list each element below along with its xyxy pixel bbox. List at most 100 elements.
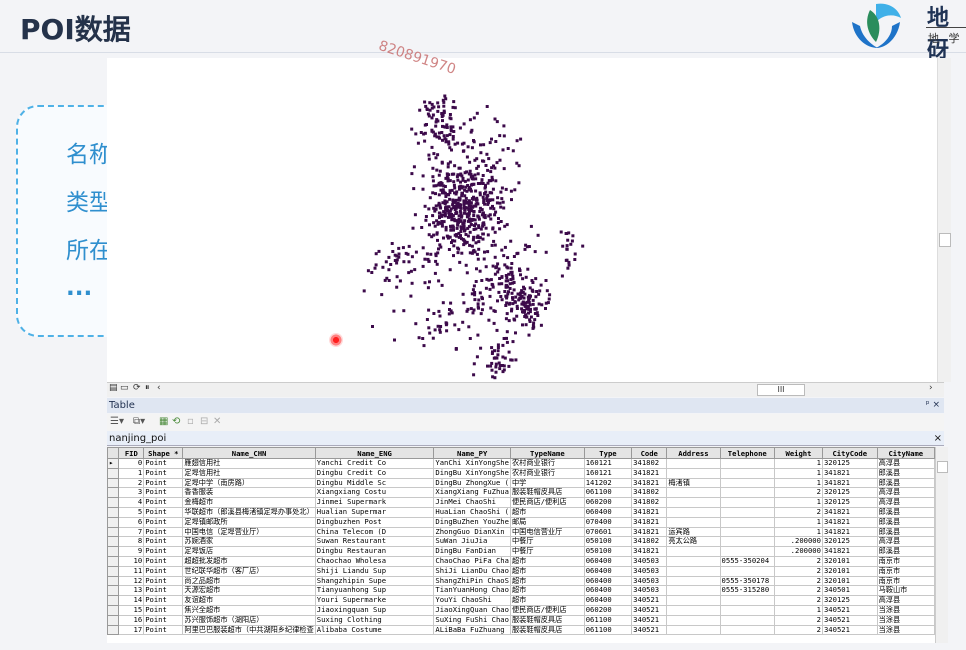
table-cell[interactable]: 超市 xyxy=(509,506,585,518)
table-cell[interactable]: Shangzhipin Supe xyxy=(314,575,435,587)
table-cell[interactable]: Point xyxy=(143,595,184,606)
table-cell[interactable]: 阿里巴巴服装超市（中共湖阳乡纪律检查 xyxy=(182,624,316,636)
table-cell[interactable]: 320101 xyxy=(821,555,878,567)
table-cell[interactable] xyxy=(719,477,776,489)
table-cell[interactable]: 4 xyxy=(118,497,145,508)
table-cell[interactable]: 050100 xyxy=(583,546,633,557)
table-cell[interactable]: 061100 xyxy=(583,487,633,499)
table-row[interactable]: 13 Point 天源宏超市 Tianyuanhong Sup TianYuanHong… xyxy=(107,585,935,597)
column-header[interactable]: Name_ENG xyxy=(314,447,435,459)
table-cell[interactable] xyxy=(666,604,721,616)
table-cell[interactable]: DingBuZhen YouZhe xyxy=(433,516,511,528)
table-cell[interactable] xyxy=(666,585,721,597)
table-cell[interactable]: 2 xyxy=(774,595,823,606)
table-cell[interactable]: 340503 xyxy=(631,575,668,587)
table-cell[interactable]: Point xyxy=(143,467,184,479)
table-cell[interactable] xyxy=(719,506,776,518)
table-cell[interactable]: Point xyxy=(143,555,184,567)
table-cell[interactable]: 341821 xyxy=(821,506,878,518)
table-cell[interactable]: 060400 xyxy=(583,575,633,587)
column-header[interactable]: Telephone xyxy=(719,447,776,459)
table-cell[interactable]: 中国电信（定埠营业厅） xyxy=(182,526,316,538)
table-row[interactable]: 10 Point 超超批发超市 Chaochao Wholesa ChaoChao Pi… xyxy=(107,555,935,567)
table-cell[interactable]: Alibaba Costume xyxy=(314,624,435,636)
table-cell[interactable]: HuaLian ChaoShi ( xyxy=(433,506,511,518)
table-cell[interactable]: 2 xyxy=(774,585,823,597)
table-cell[interactable]: 341821 xyxy=(631,516,668,528)
table-cell[interactable]: 6 xyxy=(118,516,145,528)
table-cell[interactable]: Point xyxy=(143,516,184,528)
table-cell[interactable]: 服装鞋帽皮具店 xyxy=(509,614,585,626)
table-cell[interactable]: 0 xyxy=(118,458,145,469)
table-cell[interactable]: DingBu ZhongXue ( xyxy=(433,477,511,489)
table-cell[interactable]: 1 xyxy=(774,458,823,469)
table-cell[interactable]: Dingbu Middle Sc xyxy=(314,477,435,489)
table-cell[interactable]: 340521 xyxy=(631,604,668,616)
table-row[interactable]: 2 Point 定埠中学（南房路） Dingbu Middle Sc DingBu Zh… xyxy=(107,477,935,489)
table-cell[interactable]: SuWan JiuJia xyxy=(433,536,511,548)
table-cell[interactable]: XiangXiang FuZhua xyxy=(433,487,511,499)
table-cell[interactable]: 14 xyxy=(118,595,145,606)
table-cell[interactable]: Point xyxy=(143,526,184,538)
row-selector[interactable] xyxy=(107,536,120,548)
table-cell[interactable]: Youri Supermarke xyxy=(314,595,435,606)
table-cell[interactable]: Shiji Liandu Sup xyxy=(314,565,435,577)
table-cell[interactable]: Point xyxy=(143,536,184,548)
table-cell[interactable]: 世纪联华超市（客厂店） xyxy=(182,565,316,577)
table-cell[interactable]: 超市 xyxy=(509,585,585,597)
table-cell[interactable]: 超市 xyxy=(509,595,585,606)
zoom-to-selected-icon[interactable]: ⊟ xyxy=(200,416,209,427)
table-cell[interactable]: TianYuanHong Chao xyxy=(433,585,511,597)
table-cell[interactable]: 340521 xyxy=(631,595,668,606)
table-cell[interactable] xyxy=(666,546,721,557)
table-cell[interactable]: 南京市 xyxy=(876,565,935,577)
table-cell[interactable]: 0555-350178 xyxy=(719,575,776,587)
row-selector[interactable] xyxy=(107,516,120,528)
table-cell[interactable]: 341821 xyxy=(631,477,668,489)
table-cell[interactable]: 12 xyxy=(118,575,145,587)
table-cell[interactable]: JiaoXingQuan Chao xyxy=(433,604,511,616)
table-cell[interactable]: 农村商业银行 xyxy=(509,467,585,479)
table-cell[interactable]: 11 xyxy=(118,565,145,577)
table-cell[interactable]: Xiangxiang Costu xyxy=(314,487,435,499)
table-cell[interactable]: 便民商店/便利店 xyxy=(509,497,585,508)
table-cell[interactable]: 1 xyxy=(774,497,823,508)
table-cell[interactable] xyxy=(666,497,721,508)
table-row[interactable]: 6 Point 定埠镇邮政所 Dingbuzhen Post DingBuZhen Yo… xyxy=(107,516,935,528)
table-cell[interactable] xyxy=(666,575,721,587)
table-cell[interactable]: 341821 xyxy=(821,546,878,557)
table-cell[interactable]: Dingbu Restauran xyxy=(314,546,435,557)
table-row[interactable]: 4 Point 金梅超市 Jinmei Supermark JinMei ChaoShi… xyxy=(107,497,935,508)
table-cell[interactable]: 340521 xyxy=(631,624,668,636)
column-header[interactable]: FID xyxy=(118,447,145,459)
row-selector[interactable] xyxy=(107,467,120,479)
table-cell[interactable]: 高淳县 xyxy=(876,536,935,548)
row-selector[interactable] xyxy=(107,546,120,557)
table-cell[interactable] xyxy=(719,624,776,636)
refresh-icon[interactable]: ⟳ xyxy=(133,383,141,393)
table-cell[interactable]: 17 xyxy=(118,624,145,636)
table-cell[interactable]: Jiaoxingquan Sup xyxy=(314,604,435,616)
table-cell[interactable]: 南京市 xyxy=(876,555,935,567)
table-cell[interactable]: 亮太公路 xyxy=(666,536,721,548)
table-cell[interactable]: .200000 xyxy=(774,546,823,557)
tab-close-icon[interactable]: × xyxy=(933,433,942,444)
table-cell[interactable] xyxy=(666,458,721,469)
row-selector[interactable] xyxy=(107,565,120,577)
table-scroll-thumb[interactable] xyxy=(937,461,948,473)
table-cell[interactable]: 中国电信营业厅 xyxy=(509,526,585,538)
table-cell[interactable]: 060200 xyxy=(583,497,633,508)
table-cell[interactable] xyxy=(666,624,721,636)
table-cell[interactable]: 0555-315280 xyxy=(719,585,776,597)
column-header[interactable]: Address xyxy=(666,447,721,459)
table-cell[interactable]: Point xyxy=(143,604,184,616)
table-cell[interactable]: 2 xyxy=(774,487,823,499)
table-cell[interactable]: Yanchi Credit Co xyxy=(314,458,435,469)
table-cell[interactable]: Point xyxy=(143,614,184,626)
table-cell[interactable]: 340503 xyxy=(631,585,668,597)
table-cell[interactable]: Point xyxy=(143,624,184,636)
scroll-left-icon[interactable]: ‹ xyxy=(157,383,161,393)
table-cell[interactable]: 341802 xyxy=(631,497,668,508)
table-cell[interactable]: 341821 xyxy=(631,526,668,538)
table-cell[interactable]: ShiJi LianDu Chao xyxy=(433,565,511,577)
